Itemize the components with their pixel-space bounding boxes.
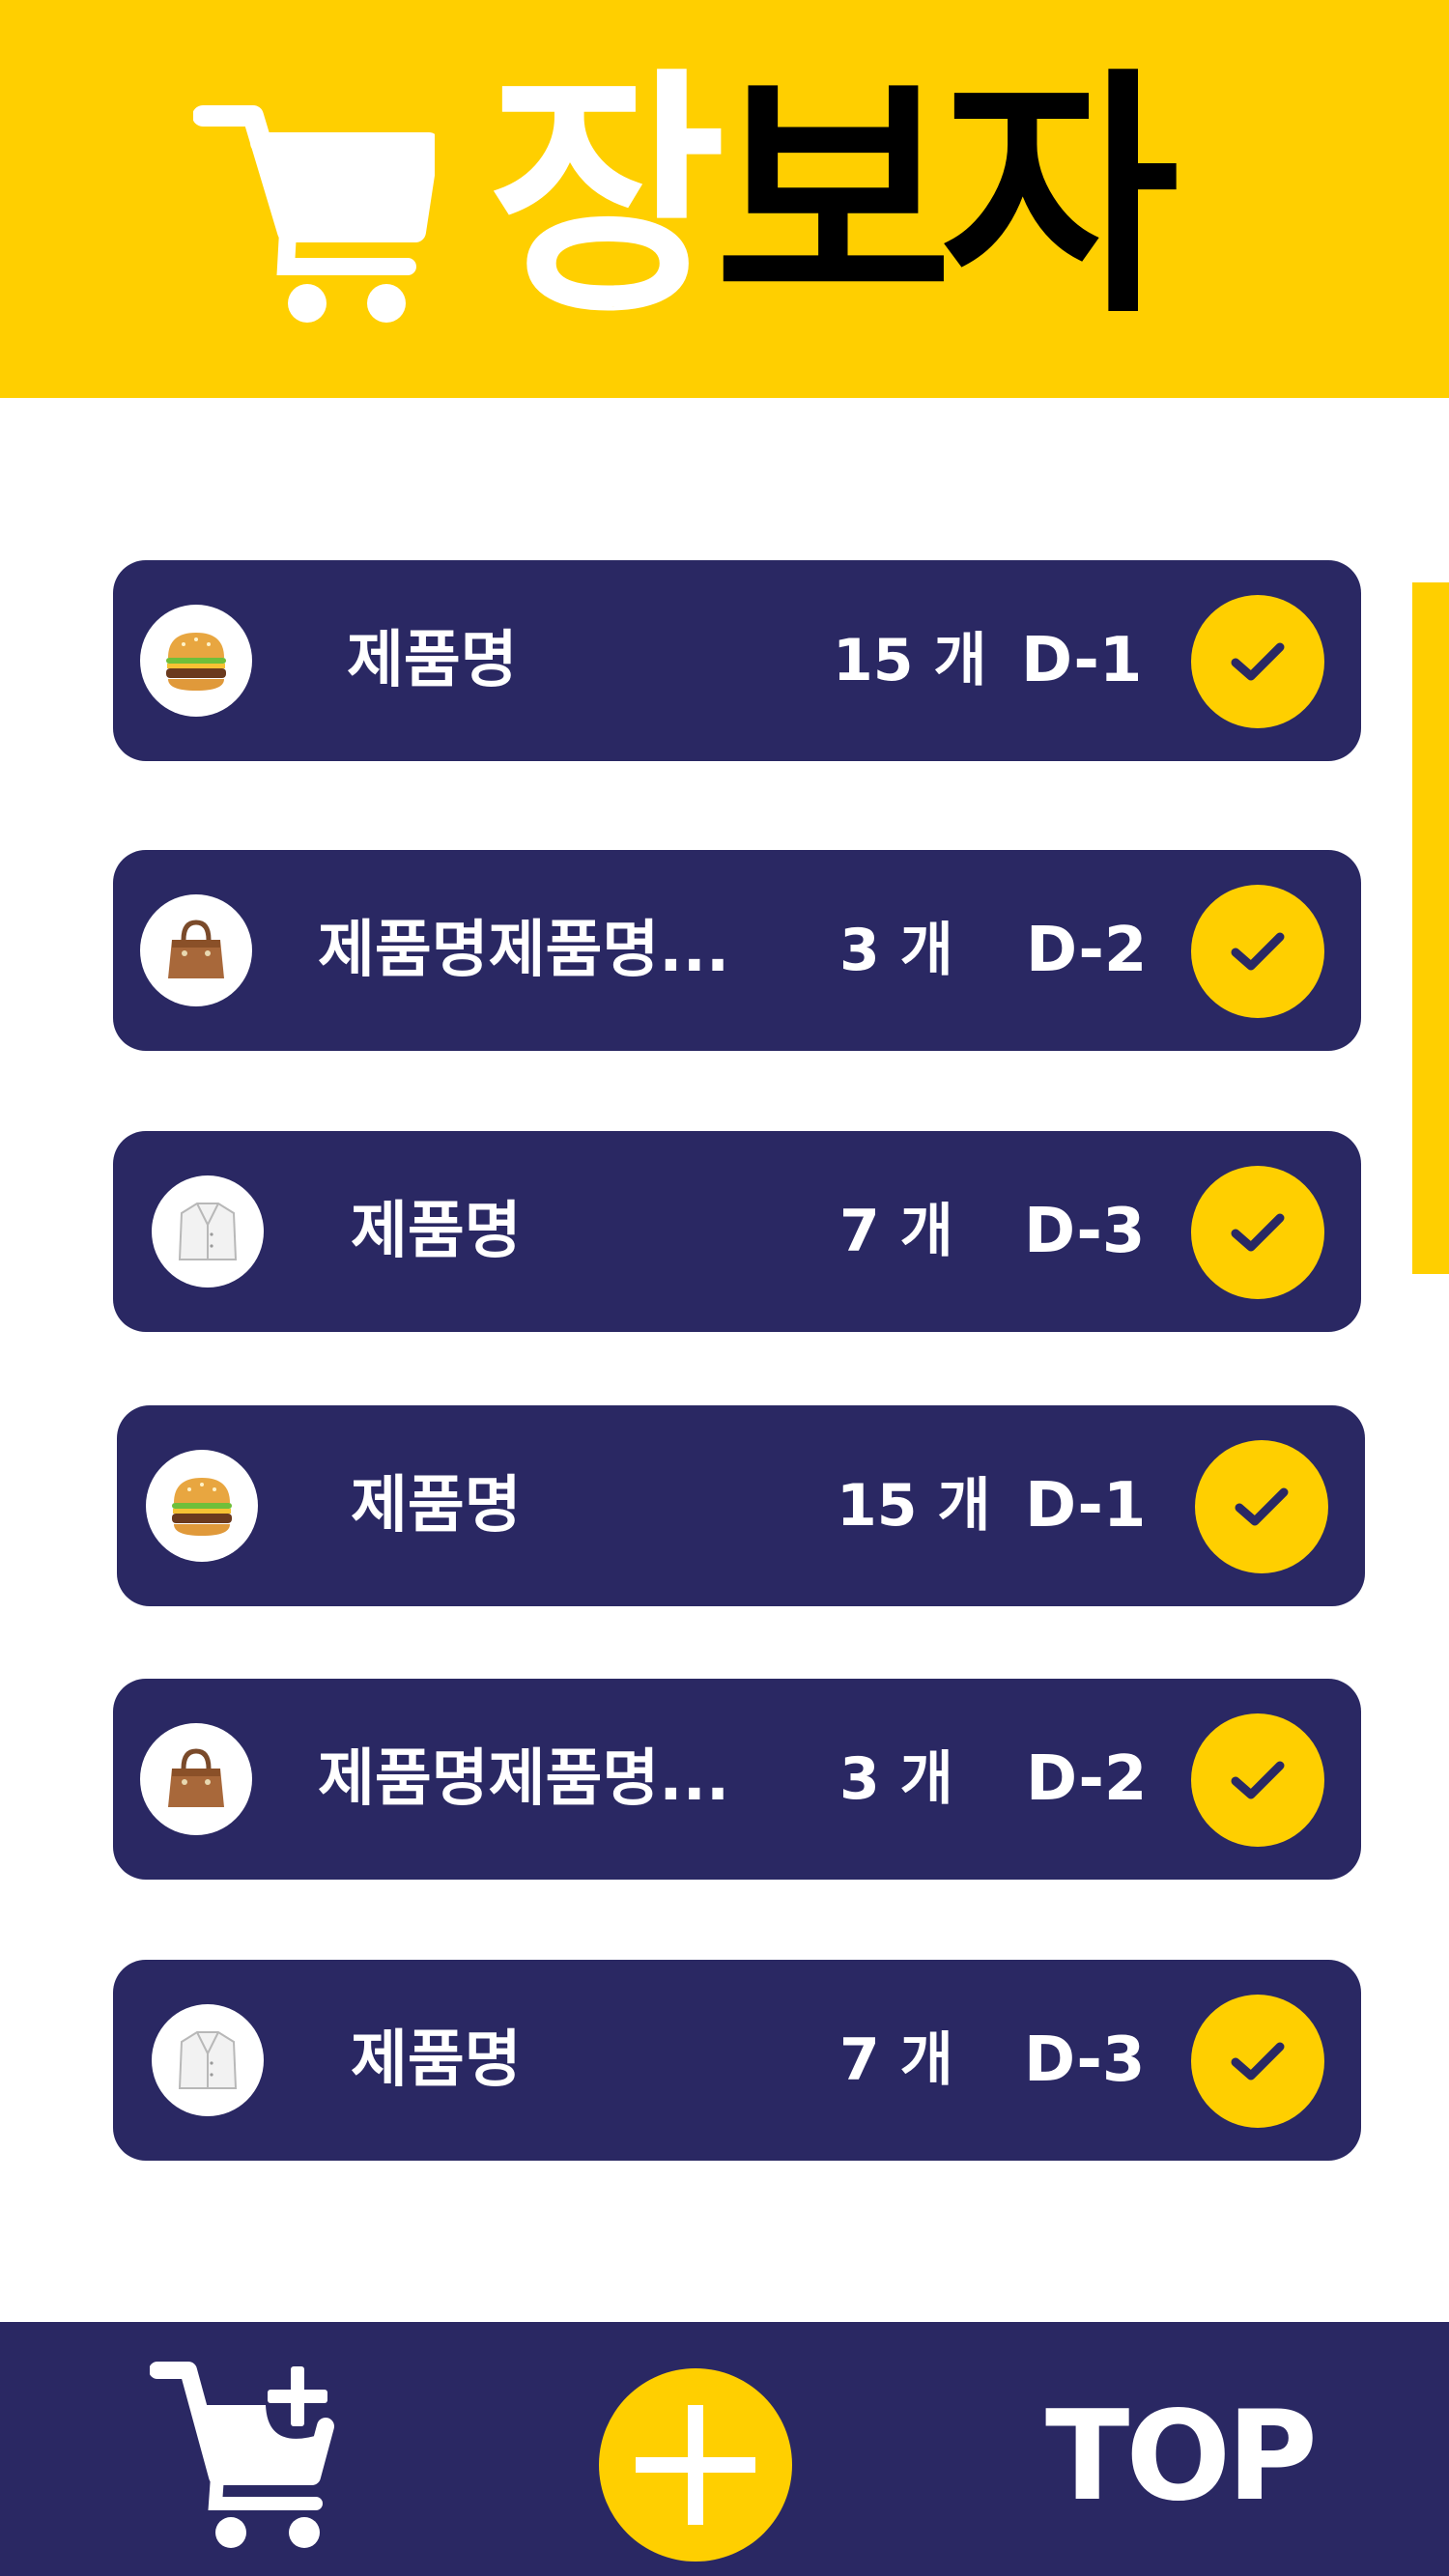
item-quantity: 15 개 — [837, 1472, 991, 1540]
item-name: 제품명 — [351, 1470, 522, 1542]
item-dday: D-3 — [1024, 2024, 1146, 2096]
list-item[interactable]: 제품명 15 개 D-1 — [113, 560, 1361, 761]
check-button[interactable] — [1191, 1995, 1324, 2128]
item-dday: D-1 — [1021, 625, 1143, 696]
item-thumbnail — [152, 2004, 264, 2116]
app-title: 장보자 — [488, 53, 1179, 343]
item-thumbnail — [140, 1723, 252, 1835]
item-quantity: 7 개 — [839, 2026, 953, 2094]
item-thumbnail — [140, 605, 252, 717]
check-icon — [1231, 932, 1285, 971]
check-icon — [1231, 1213, 1285, 1252]
item-quantity: 3 개 — [839, 1745, 953, 1813]
cart-plus-icon — [149, 2362, 334, 2548]
handbag-icon — [168, 1748, 224, 1807]
scroll-top-button[interactable]: TOP — [1045, 2390, 1335, 2525]
check-button[interactable] — [1191, 1166, 1324, 1299]
item-dday: D-2 — [1026, 1743, 1148, 1815]
check-icon — [1231, 642, 1285, 681]
item-name: 제품명제품명... — [318, 1743, 730, 1815]
check-button[interactable] — [1191, 885, 1324, 1018]
item-name: 제품명 — [351, 2024, 522, 2096]
check-button[interactable] — [1191, 595, 1324, 728]
item-thumbnail — [152, 1175, 264, 1288]
item-name: 제품명제품명... — [318, 915, 730, 986]
item-name: 제품명 — [351, 1196, 522, 1267]
list-item[interactable]: 제품명 7 개 D-3 — [113, 1131, 1361, 1332]
scrollbar-thumb[interactable] — [1412, 582, 1449, 1274]
handbag-icon — [168, 920, 224, 978]
item-thumbnail — [140, 894, 252, 1006]
add-item-button[interactable] — [599, 2368, 792, 2562]
list-item[interactable]: 제품명 7 개 D-3 — [113, 1960, 1361, 2161]
list-item[interactable]: 제품명제품명... 3 개 D-2 — [113, 1679, 1361, 1880]
coat-icon — [178, 1203, 238, 1260]
burger-icon — [166, 633, 226, 691]
cart-icon — [193, 105, 435, 323]
item-name: 제품명 — [347, 625, 518, 696]
list-item[interactable]: 제품명 15 개 D-1 — [117, 1405, 1365, 1606]
item-dday: D-1 — [1025, 1470, 1147, 1542]
burger-icon — [172, 1478, 232, 1536]
add-to-cart-button[interactable] — [149, 2359, 353, 2552]
bottom-bar: TOP — [0, 2322, 1449, 2576]
item-dday: D-2 — [1026, 915, 1148, 986]
check-button[interactable] — [1191, 1713, 1324, 1847]
check-icon — [1235, 1487, 1289, 1526]
item-thumbnail — [146, 1450, 258, 1562]
app-title-part1: 장 — [488, 47, 726, 349]
plus-icon — [636, 2405, 755, 2525]
list-item[interactable]: 제품명제품명... 3 개 D-2 — [113, 850, 1361, 1051]
check-button[interactable] — [1195, 1440, 1328, 1573]
item-quantity: 3 개 — [839, 917, 953, 984]
item-quantity: 7 개 — [839, 1198, 953, 1265]
coat-icon — [178, 2031, 238, 2089]
app-title-part2: 보자 — [714, 47, 1179, 349]
check-icon — [1231, 2042, 1285, 2081]
check-icon — [1231, 1761, 1285, 1799]
item-dday: D-3 — [1024, 1196, 1146, 1267]
app-header: 장보자 — [0, 0, 1449, 398]
item-quantity: 15 개 — [833, 627, 987, 694]
